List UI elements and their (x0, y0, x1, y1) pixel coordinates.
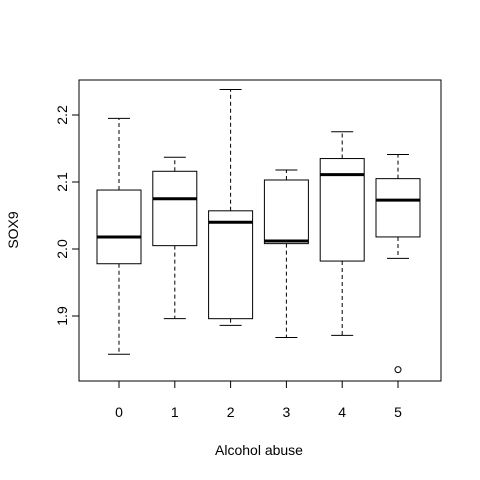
box-3 (263, 169, 309, 338)
iqr-box (263, 179, 309, 245)
x-tick-label: 3 (283, 404, 291, 420)
y-tick-label: 2.2 (54, 105, 70, 125)
y-tick-label: 1.9 (54, 306, 70, 326)
x-tick-label: 5 (394, 404, 402, 420)
iqr-box (96, 189, 142, 265)
x-tick-label: 2 (227, 404, 235, 420)
box-4 (319, 131, 365, 336)
outlier-point (394, 366, 402, 374)
y-tick-label: 2.1 (54, 172, 70, 192)
box-2 (208, 89, 254, 326)
y-tick-label: 2.0 (54, 239, 70, 259)
box-5 (375, 154, 421, 374)
boxes-layer (96, 89, 421, 374)
x-tick-label: 1 (171, 404, 179, 420)
y-axis: 1.9 2.0 2.1 2.2 (54, 105, 80, 326)
box-1 (152, 156, 198, 320)
x-axis-title: Alcohol abuse (215, 442, 303, 458)
iqr-box (375, 178, 421, 238)
iqr-box (208, 210, 254, 320)
iqr-box (152, 170, 198, 247)
x-tick-label: 4 (338, 404, 346, 420)
box-0 (96, 117, 142, 355)
x-axis: 0 1 2 3 4 5 (115, 380, 402, 420)
x-tick-label: 0 (115, 404, 123, 420)
y-axis-title: SOX9 (5, 211, 21, 249)
